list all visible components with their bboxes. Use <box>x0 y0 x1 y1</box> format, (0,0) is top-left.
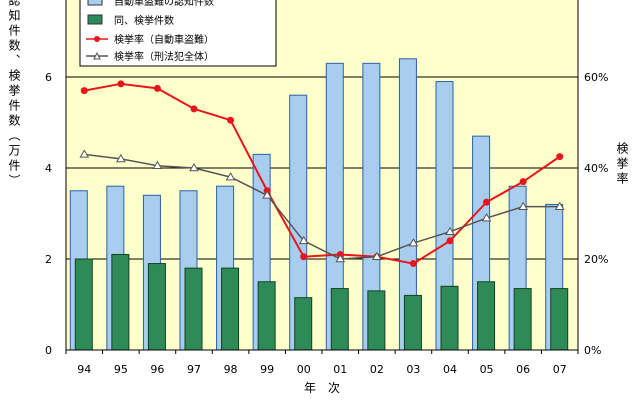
x-tick-label: 97 <box>187 363 201 376</box>
legend-swatch <box>87 0 103 6</box>
bar-cleared <box>513 288 532 351</box>
bar-cleared <box>330 288 349 351</box>
left-tick-label: 6 <box>45 71 52 84</box>
left-tick-label: 2 <box>45 253 52 266</box>
x-tick-label: 04 <box>443 363 457 376</box>
legend-box <box>79 0 277 67</box>
x-tick-label: 98 <box>224 363 238 376</box>
x-tick-label: 01 <box>333 363 347 376</box>
left-axis-title: 認知件数、検挙件数（万件） <box>7 0 21 189</box>
rate-all-point <box>152 160 163 170</box>
bar-cleared <box>403 294 422 351</box>
bar-cleared <box>257 281 276 351</box>
x-axis-title: 年 次 <box>304 381 340 395</box>
rate-auto-point <box>446 237 454 245</box>
left-tick-label: 4 <box>45 162 52 175</box>
x-tick-label: 02 <box>370 363 384 376</box>
x-tick-label: 95 <box>114 363 128 376</box>
rate-auto-point <box>80 87 88 95</box>
rate-auto-point <box>117 80 125 88</box>
legend-marker <box>93 51 101 60</box>
bar-cleared <box>440 285 459 351</box>
rate-auto-point <box>153 84 161 92</box>
rate-all-point <box>335 254 346 263</box>
x-tick-label: 00 <box>297 363 311 376</box>
x-tick-label: 99 <box>260 363 274 376</box>
bar-cleared <box>147 263 166 351</box>
rate-auto-point <box>300 253 308 261</box>
x-tick-label: 07 <box>553 363 567 376</box>
rate-all-point <box>115 153 126 163</box>
rate-all-point <box>481 213 492 222</box>
bar-cleared <box>74 258 93 351</box>
rate-auto-point <box>190 105 198 113</box>
right-tick-label: 60% <box>584 71 608 84</box>
legend-swatch <box>87 14 103 25</box>
bar-cleared <box>221 267 240 351</box>
rate-auto-point <box>556 153 564 161</box>
bar-cleared <box>111 253 130 351</box>
rate-all-point <box>371 251 382 261</box>
right-tick-label: 40% <box>584 162 608 175</box>
legend-label: 検挙率（自動車盗難） <box>114 33 214 46</box>
rate-auto-point <box>409 260 417 268</box>
right-tick-label: 20% <box>584 253 608 266</box>
x-tick-label: 03 <box>406 363 420 376</box>
rate-all-point <box>189 163 199 172</box>
legend-label: 検挙率（刑法犯全体） <box>114 50 214 63</box>
bar-cleared <box>550 288 569 351</box>
x-tick-label: 05 <box>480 363 494 376</box>
left-tick-label: 0 <box>45 344 52 357</box>
x-tick-label: 06 <box>516 363 530 376</box>
rate-all-point <box>445 226 455 235</box>
rate-all-point <box>225 172 236 181</box>
right-axis-title: 検挙率 <box>615 142 629 187</box>
x-tick-label: 96 <box>150 363 164 376</box>
bar-cleared <box>367 290 386 351</box>
bar-cleared <box>184 267 203 351</box>
rate-auto-point <box>519 178 527 186</box>
rate-all-point <box>262 190 273 199</box>
rate-auto-point <box>227 116 235 124</box>
legend-label: 自動車盗難の認知件数 <box>114 0 214 8</box>
rate-all-point <box>298 235 309 245</box>
x-tick-label: 94 <box>77 363 91 376</box>
bar-cleared <box>477 281 496 351</box>
rate-all-point <box>408 238 419 247</box>
rate-auto-line <box>84 82 561 265</box>
legend-marker <box>94 36 100 42</box>
rate-all-line <box>84 153 560 260</box>
right-tick-label: 0% <box>584 344 601 357</box>
rate-all-point <box>554 201 565 210</box>
legend-label: 同、検挙件数 <box>114 14 174 27</box>
rate-all-point <box>518 201 529 210</box>
bar-cleared <box>294 297 313 351</box>
rate-all-point <box>79 149 90 158</box>
rate-auto-point <box>483 198 491 206</box>
